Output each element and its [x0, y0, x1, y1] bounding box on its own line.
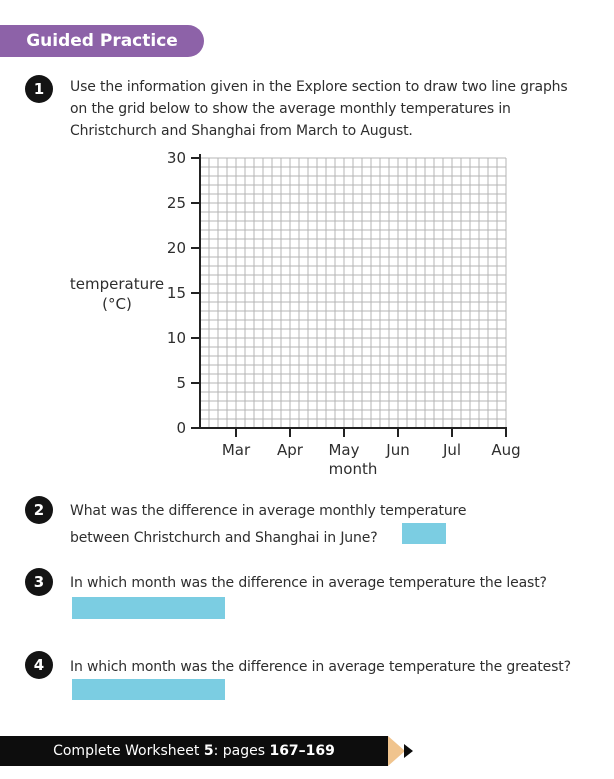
- question-4-number: 4: [25, 651, 53, 679]
- question-4-text: In which month was the difference in ave…: [70, 656, 571, 678]
- x-tick-label: Mar: [222, 441, 251, 459]
- question-1-line-2: on the grid below to show the average mo…: [70, 101, 511, 117]
- x-axis-title: month: [329, 460, 378, 478]
- question-2-number: 2: [25, 496, 53, 524]
- y-axis-title-line2: (°C): [102, 295, 132, 313]
- footer-page-range: 167–169: [269, 743, 335, 759]
- question-1-number: 1: [25, 75, 53, 103]
- x-tick-label: Jul: [442, 441, 461, 459]
- pencil-tip-icon: [404, 744, 413, 758]
- footer-worksheet-number: 5: [203, 743, 214, 759]
- section-header-label: Guided Practice: [26, 31, 178, 51]
- footer-text-2: : pages: [213, 743, 270, 759]
- question-2-text: What was the difference in average month…: [70, 498, 466, 552]
- section-header-badge: Guided Practice: [0, 25, 204, 57]
- y-tick-label: 5: [176, 374, 186, 392]
- x-tick-label: Jun: [385, 441, 409, 459]
- x-tick-label: Apr: [277, 441, 304, 459]
- answer-box-q3[interactable]: [72, 597, 225, 619]
- y-tick-label: 15: [167, 284, 186, 302]
- footer-text-1: Complete Worksheet: [53, 743, 204, 759]
- chart-plot-area[interactable]: [199, 157, 507, 429]
- y-tick-label: 30: [167, 149, 186, 167]
- question-1-text: Use the information given in the Explore…: [70, 76, 568, 142]
- footer-worksheet-banner: Complete Worksheet 5: pages 167–169: [0, 736, 388, 766]
- y-tick-label: 0: [176, 419, 186, 437]
- x-tick-label: May: [328, 441, 359, 459]
- question-2-line-1: What was the difference in average month…: [70, 503, 467, 519]
- question-1-line-1: Use the information given in the Explore…: [70, 79, 568, 95]
- pencil-wood-icon: [388, 736, 405, 766]
- answer-box-q4[interactable]: [72, 679, 225, 700]
- temperature-chart-svg: 0 5 10 15 20 25 30 Mar Apr May Jun Jul Aug month tem…: [70, 149, 521, 478]
- y-tick-label: 10: [167, 329, 186, 347]
- temperature-chart: 0 5 10 15 20 25 30 Mar Apr May Jun Jul Aug month tem…: [70, 148, 521, 492]
- question-1-line-3: Christchurch and Shanghai from March to …: [70, 123, 413, 139]
- x-tick-label: Aug: [491, 441, 520, 459]
- y-tick-label: 25: [167, 194, 186, 212]
- question-3-text: In which month was the difference in ave…: [70, 572, 547, 594]
- question-3-line-1: In which month was the difference in ave…: [70, 575, 547, 591]
- chart-axes: 0 5 10 15 20 25 30 Mar Apr May Jun Jul Aug: [167, 149, 521, 459]
- y-axis-title-line1: temperature: [70, 275, 164, 293]
- question-4-line-1: In which month was the difference in ave…: [70, 659, 571, 675]
- y-tick-label: 20: [167, 239, 186, 257]
- answer-box-q2[interactable]: [402, 523, 446, 544]
- question-2-line-2: between Christchurch and Shanghai in Jun…: [70, 530, 378, 546]
- question-3-number: 3: [25, 568, 53, 596]
